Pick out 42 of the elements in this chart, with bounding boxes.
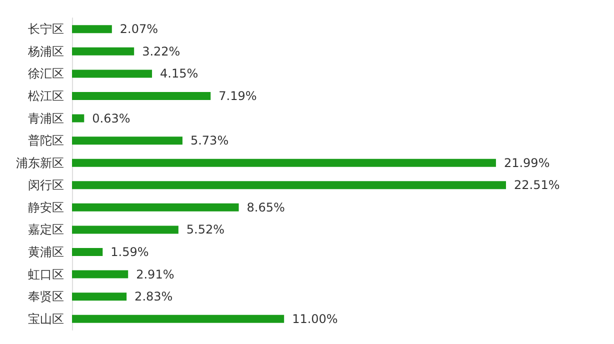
y-tick-label: 青浦区 — [28, 111, 64, 126]
data-label: 5.52% — [186, 222, 225, 237]
bar — [72, 158, 496, 167]
y-tick-label: 奉贤区 — [28, 290, 64, 304]
data-label: 22.51% — [514, 178, 560, 192]
y-tick-label: 虹口区 — [28, 267, 64, 282]
bar — [72, 92, 211, 100]
data-label: 4.15% — [160, 66, 198, 81]
data-label: 5.73% — [190, 134, 229, 148]
bar — [72, 181, 506, 190]
bar — [72, 47, 134, 56]
bar — [72, 248, 103, 256]
y-tick-label: 徐汇区 — [28, 66, 64, 81]
bar — [72, 314, 284, 323]
y-tick-label: 松江区 — [28, 89, 64, 103]
y-tick-label: 嘉定区 — [28, 222, 64, 237]
y-tick-label: 杨浦区 — [27, 44, 64, 58]
bar — [72, 70, 152, 78]
y-tick-label: 普陀区 — [28, 134, 64, 148]
bar — [72, 292, 127, 301]
bar — [72, 136, 182, 145]
y-tick-label: 长宁区 — [28, 22, 64, 36]
bar — [72, 25, 112, 34]
bar — [72, 114, 84, 122]
y-tick-label: 闵行区 — [28, 178, 64, 192]
data-label: 8.65% — [246, 200, 285, 214]
data-label: 2.07% — [120, 22, 158, 36]
data-label: 11.00% — [292, 312, 338, 326]
bar — [72, 226, 178, 234]
data-label: 2.91% — [136, 267, 174, 282]
y-tick-label: 静安区 — [28, 200, 64, 214]
data-label: 21.99% — [504, 156, 550, 170]
data-label: 2.83% — [134, 290, 173, 304]
data-label: 7.19% — [218, 89, 257, 103]
y-tick-label: 浦东新区 — [16, 156, 64, 170]
y-tick-label: 宝山区 — [28, 312, 64, 326]
data-label: 0.63% — [92, 111, 130, 126]
bar — [72, 203, 239, 212]
data-label: 1.59% — [110, 245, 149, 259]
y-tick-label: 黄浦区 — [28, 245, 64, 259]
bar — [72, 270, 128, 278]
data-label: 3.22% — [142, 44, 180, 58]
